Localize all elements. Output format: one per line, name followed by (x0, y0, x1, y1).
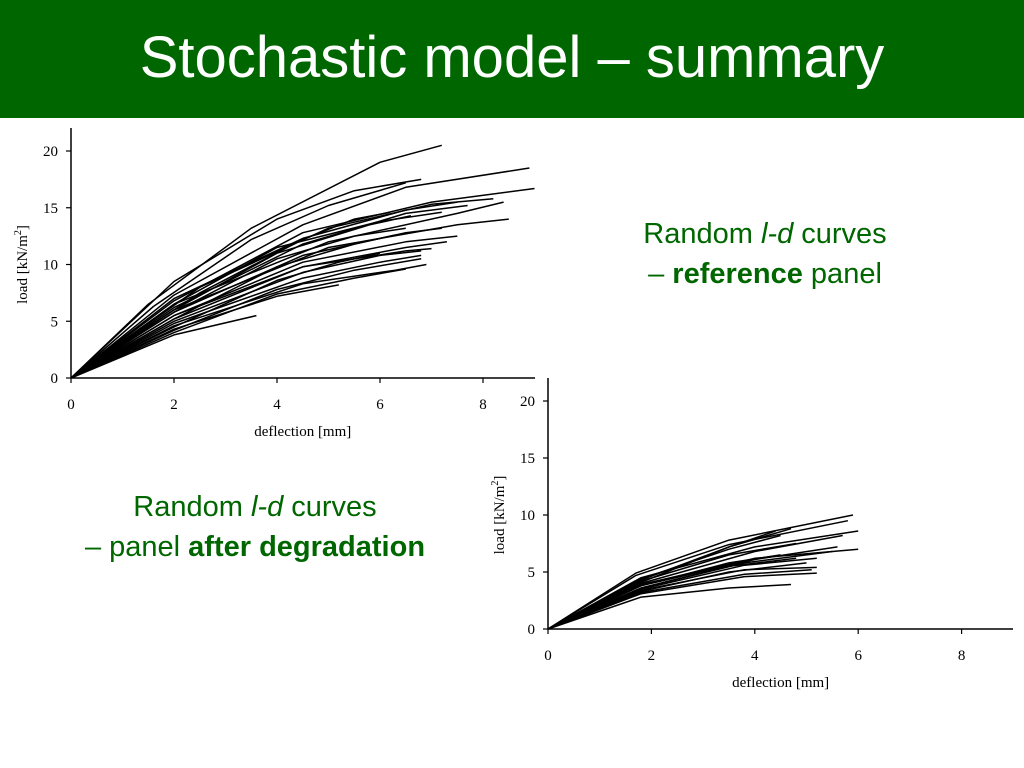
x-tick-label: 4 (751, 648, 759, 664)
curve-series-3 (547, 530, 859, 630)
x-axis-label: deflection [mm] (732, 675, 829, 691)
curve-series-15 (547, 534, 781, 630)
x-tick-label: 0 (67, 397, 75, 413)
slide-title: Stochastic model – summary (139, 25, 885, 90)
caption-degraded-panel: Random l-d curves – panel after degradat… (30, 487, 480, 567)
caption-italic-text: l-d (760, 218, 794, 250)
curve-series-2 (547, 519, 849, 630)
y-tick-label: 15 (520, 451, 535, 467)
curve-series-21 (70, 234, 396, 379)
curve-series-2 (70, 178, 422, 379)
curve-series-27 (70, 284, 339, 379)
y-tick-label: 10 (520, 508, 535, 524)
curve-series-17 (547, 554, 781, 630)
y-tick-label: 10 (43, 258, 58, 274)
curve-series-14 (70, 247, 432, 379)
curve-series-3 (70, 182, 407, 379)
curve-series-9 (70, 204, 468, 379)
curve-series-13 (547, 572, 817, 630)
y-axis-label: load [kN/m2] (490, 476, 508, 555)
curve-series-16 (547, 542, 797, 630)
curve-series-6 (70, 201, 458, 379)
y-tick-label: 5 (51, 314, 59, 330)
caption-bold-text: reference (672, 258, 803, 290)
y-tick-label: 20 (43, 144, 58, 160)
curve-series-19 (70, 227, 406, 379)
curve-series-4 (70, 167, 530, 379)
curve-series-26 (70, 197, 494, 379)
y-axis-label: load [kN/m2] (13, 225, 31, 304)
curve-series-19 (547, 562, 807, 630)
curve-series-14 (547, 583, 792, 630)
caption-degraded-line2: – panel after degradation (30, 527, 480, 567)
caption-reference-line2: – reference panel (585, 254, 945, 294)
caption-text: – panel (84, 531, 189, 563)
caption-text: – (648, 258, 673, 290)
x-tick-label: 6 (854, 648, 862, 664)
x-tick-label: 2 (170, 397, 178, 413)
caption-bold-text: after degradation (188, 531, 426, 563)
title-bar: Stochastic model – summary (0, 0, 1024, 118)
caption-reference-line1: Random l-d curves (585, 214, 945, 254)
caption-degraded-line1: Random l-d curves (30, 487, 480, 527)
curve-series-18 (547, 557, 797, 630)
x-tick-label: 6 (376, 397, 384, 413)
y-tick-label: 0 (51, 371, 59, 387)
curve-series-1 (547, 514, 854, 630)
curve-series-16 (70, 254, 422, 379)
x-tick-label: 8 (958, 648, 966, 664)
caption-reference-panel: Random l-d curves – reference panel (585, 214, 945, 294)
curve-series-22 (70, 252, 381, 379)
curve-series-24 (70, 268, 406, 379)
caption-text: panel (802, 258, 882, 290)
x-tick-label: 8 (479, 397, 487, 413)
x-tick-label: 2 (648, 648, 656, 664)
x-axis-label: deflection [mm] (254, 424, 351, 440)
y-tick-label: 20 (520, 394, 535, 410)
caption-text: curves (283, 491, 377, 523)
x-tick-label: 0 (544, 648, 552, 664)
y-tick-label: 0 (528, 622, 536, 638)
y-tick-label: 5 (528, 565, 536, 581)
caption-text: curves (793, 218, 887, 250)
caption-text: Random (643, 218, 761, 250)
caption-italic-text: l-d (250, 491, 284, 523)
caption-text: Random (133, 491, 251, 523)
x-tick-label: 4 (273, 397, 281, 413)
curve-series-5 (70, 187, 535, 379)
y-tick-label: 15 (43, 201, 58, 217)
